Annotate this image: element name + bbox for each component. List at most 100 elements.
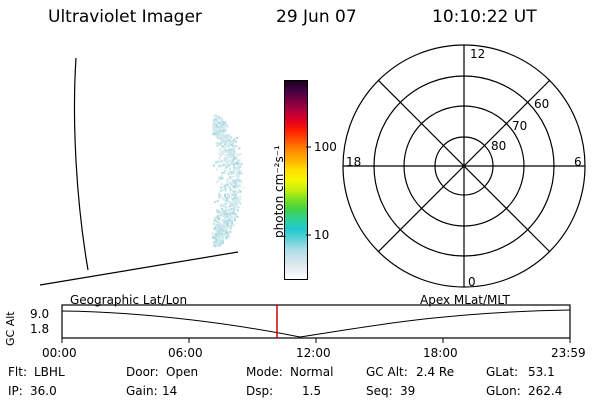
speckle-dot (225, 199, 228, 202)
speckle-dot (235, 193, 238, 196)
speckle-dot (216, 232, 219, 235)
speckle-dot (233, 194, 236, 197)
speckle-dot (235, 181, 238, 184)
info-gain-label: Gain: (126, 384, 158, 398)
x-tick-1800: 18:00 (423, 346, 458, 360)
speckle-dot (229, 212, 232, 215)
speckle-dot (218, 226, 221, 229)
speckle-dot (233, 181, 236, 184)
speckle-dot (236, 201, 239, 204)
speckle-dot (214, 216, 217, 219)
speckle-dot (224, 222, 227, 225)
speckle-dot (214, 126, 217, 129)
speckle-dot (223, 150, 225, 153)
speckle-dot (228, 209, 230, 212)
speckle-dot (226, 229, 229, 232)
speckle-dot (222, 163, 225, 166)
speckle-dot (220, 116, 223, 119)
speckle-dot (218, 148, 221, 151)
speckle-dot (217, 121, 220, 124)
speckle-dot (229, 176, 232, 179)
speckle-dot (228, 150, 231, 153)
speckle-dot (230, 227, 232, 230)
speckle-dot (234, 157, 237, 160)
speckle-dot (234, 207, 237, 209)
speckle-dot (220, 136, 223, 139)
speckle-dot (224, 232, 227, 235)
speckle-dot (226, 223, 229, 226)
speckle-dot (214, 119, 217, 122)
speckle-dot (213, 245, 216, 248)
mlt-label-6: 6 (574, 155, 582, 169)
speckle-dot (225, 183, 228, 186)
speckle-dot (232, 205, 235, 208)
speckle-dot (216, 142, 219, 145)
speckle-dot (229, 155, 232, 157)
speckle-dot (226, 137, 229, 140)
speckle-dot (226, 212, 229, 215)
speckle-dot (212, 164, 215, 167)
speckle-dot (238, 191, 241, 194)
speckle-dot (227, 219, 230, 222)
speckle-dot (224, 193, 227, 196)
speckle-dot (213, 132, 216, 134)
speckle-dot (230, 182, 233, 185)
speckle-dot (221, 230, 224, 233)
speckle-dot (228, 213, 231, 216)
speckle-dot (215, 133, 218, 136)
speckle-dot (231, 208, 233, 211)
speckle-dot (232, 170, 235, 173)
speckle-dot (232, 224, 235, 227)
speckle-dot (235, 153, 238, 155)
speckle-dot (223, 219, 226, 222)
speckle-dot (218, 143, 221, 146)
speckle-dot (218, 235, 221, 238)
speckle-dot (212, 119, 215, 122)
speckle-dot (231, 215, 233, 218)
speckle-dot (239, 195, 242, 198)
speckle-dot (232, 182, 235, 184)
speckle-dot (229, 227, 232, 230)
speckle-dot (219, 148, 222, 151)
speckle-dot (219, 239, 221, 242)
speckle-dot (217, 135, 220, 138)
speckle-dot (219, 211, 222, 214)
speckle-dot (220, 224, 223, 227)
speckle-dot (228, 137, 231, 140)
speckle-dot (228, 166, 231, 169)
speckle-dot (220, 140, 223, 143)
speckle-dot (230, 224, 233, 227)
speckle-dot (212, 129, 215, 132)
speckle-dot (215, 241, 218, 244)
speckle-dot (231, 224, 234, 227)
speckle-dot (226, 170, 229, 173)
speckle-dot (226, 197, 229, 200)
speckle-dot (213, 228, 216, 231)
speckle-dot (227, 173, 230, 176)
speckle-dot (237, 191, 240, 194)
speckle-dot (225, 151, 228, 154)
speckle-dot (216, 133, 219, 136)
speckle-dot (237, 162, 240, 165)
speckle-dot (213, 227, 216, 230)
speckle-dot (234, 198, 237, 201)
speckle-dot (225, 200, 228, 203)
speckle-dot (224, 127, 227, 130)
speckle-dot (214, 245, 217, 248)
speckle-dot (230, 161, 233, 164)
speckle-dot (218, 127, 221, 130)
speckle-dot (230, 220, 233, 222)
speckle-dot (232, 190, 235, 193)
speckle-dot (215, 243, 218, 246)
speckle-dot (220, 242, 223, 245)
speckle-dot (219, 119, 222, 121)
speckle-dot (227, 139, 230, 142)
speckle-dot (223, 185, 226, 187)
speckle-dot (232, 211, 235, 214)
speckle-dot (218, 133, 221, 136)
info-glon-value: 262.4 (528, 384, 563, 398)
speckle-dot (213, 236, 216, 239)
speckle-dot (213, 241, 216, 244)
speckle-dot (218, 228, 221, 231)
speckle-dot (234, 203, 237, 206)
